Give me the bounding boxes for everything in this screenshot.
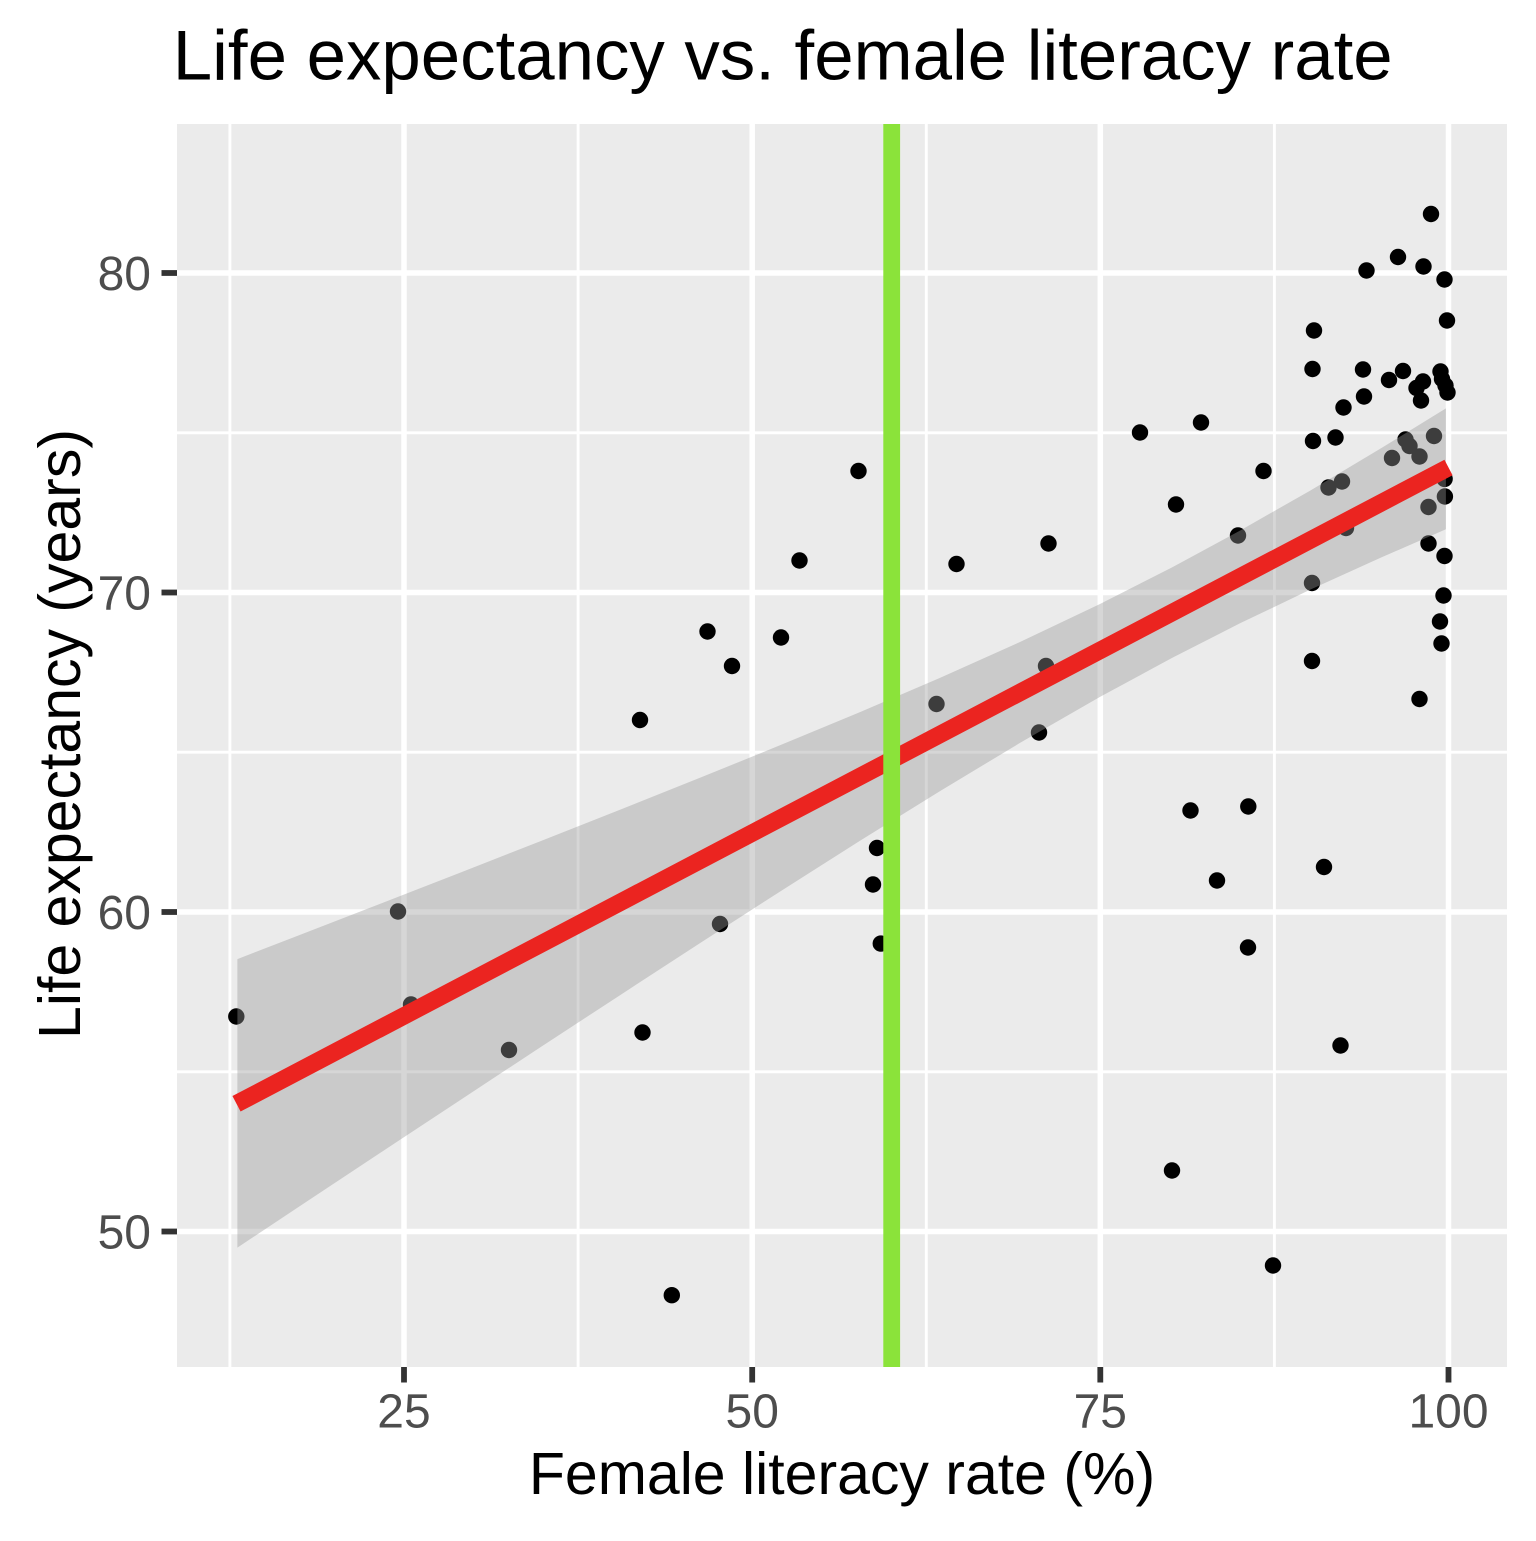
svg-text:75: 75: [1074, 1386, 1127, 1439]
svg-text:Life expectancy (years): Life expectancy (years): [27, 429, 93, 1039]
svg-text:Female literacy rate (%): Female literacy rate (%): [529, 1441, 1155, 1507]
svg-text:80: 80: [98, 248, 151, 301]
svg-text:60: 60: [98, 887, 151, 940]
svg-text:Life expectancy vs. female lit: Life expectancy vs. female literacy rate: [173, 17, 1393, 96]
svg-text:50: 50: [98, 1207, 151, 1260]
svg-text:100: 100: [1408, 1386, 1488, 1439]
svg-text:70: 70: [98, 568, 151, 621]
svg-text:25: 25: [377, 1386, 430, 1439]
svg-text:50: 50: [726, 1386, 779, 1439]
